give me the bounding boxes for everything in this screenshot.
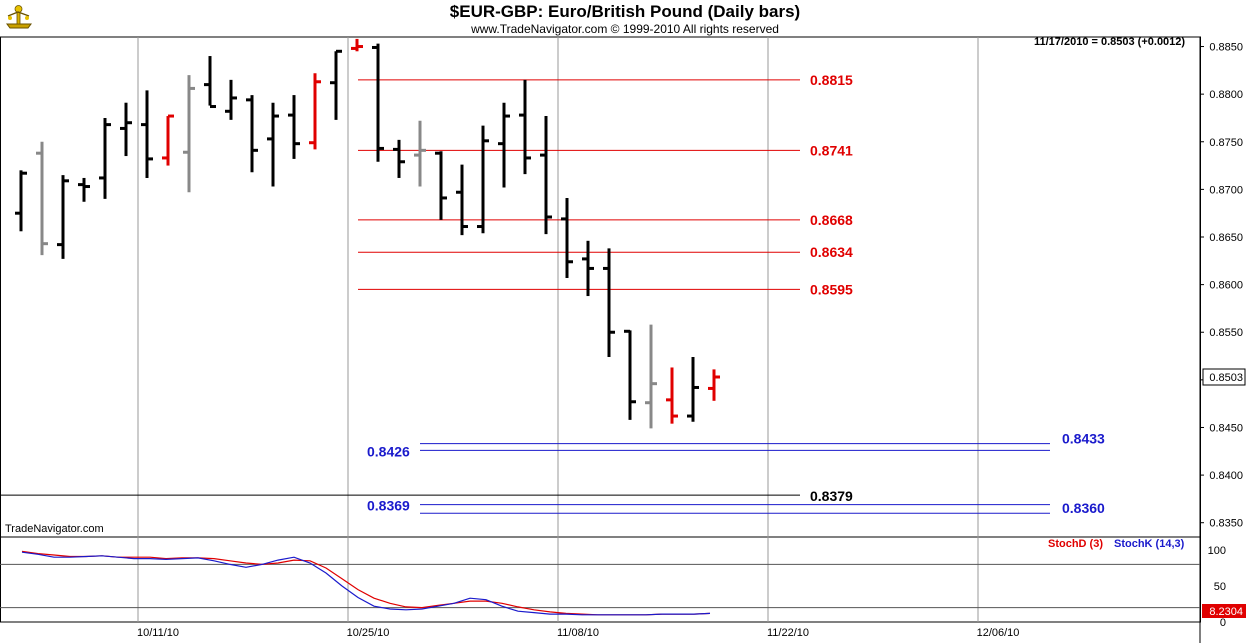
fib-level-label: 0.8595 — [810, 281, 853, 297]
stoch-y-tick-label: 50 — [1214, 581, 1226, 593]
grid-lines — [0, 37, 1200, 622]
support-level-label: 0.8379 — [810, 488, 853, 504]
y-tick-label: 0.8750 — [1209, 137, 1243, 149]
y-tick-label: 0.8400 — [1209, 470, 1243, 482]
stoch-series-line — [21, 551, 711, 616]
axis-labels: 10/11/10 10/25/10 11/08/10 11/22/10 12/06/10… — [137, 42, 1246, 639]
y-tick-label: 0.8800 — [1209, 89, 1243, 101]
fib-level-label: 0.8815 — [810, 72, 853, 88]
x-tick-label: 12/06/10 — [977, 627, 1020, 639]
trade-navigator-logo-icon — [6, 5, 32, 29]
target-level-label: 0.8360 — [1062, 500, 1105, 516]
chart-title: $EUR-GBP: Euro/British Pound (Daily bars… — [449, 2, 801, 21]
x-tick-label: 11/08/10 — [557, 627, 599, 639]
x-tick-label: 10/11/10 — [137, 627, 179, 639]
chart-subtitle: www.TradeNavigator.com © 1999-2010 All r… — [471, 22, 779, 36]
x-tick-label: 11/22/10 — [767, 627, 809, 639]
price-readout: 11/17/2010 = 0.8503 (+0.0012) — [1034, 36, 1186, 48]
y-tick-label: 0.8650 — [1209, 232, 1243, 244]
stoch-y-tick-label: 0 — [1220, 617, 1226, 629]
brand-label: TradeNavigator.com — [5, 523, 104, 535]
stoch-last-value-box — [1202, 604, 1246, 618]
legend-stoch-k: StochK (14,3) — [1114, 538, 1185, 550]
y-tick-label: 0.8600 — [1209, 280, 1243, 292]
fib-level-label: 0.8741 — [810, 142, 853, 158]
stoch-last-value-label: 8.2304 — [1209, 606, 1243, 618]
last-price-box — [1202, 368, 1246, 386]
x-tick-label: 10/25/10 — [347, 627, 390, 639]
plot-border — [0, 36, 1201, 623]
target-level-label: 0.8369 — [367, 498, 410, 514]
y-tick-label: 0.8550 — [1209, 327, 1243, 339]
stoch-y-tick-label: 100 — [1208, 545, 1226, 557]
fib-level-label: 0.8634 — [810, 244, 853, 260]
chart-frame — [0, 36, 1201, 643]
target-level-label: 0.8426 — [367, 443, 410, 459]
y-tick-label: 0.8350 — [1209, 518, 1243, 530]
stoch-series-line — [21, 550, 711, 616]
y-tick-label: 0.8850 — [1209, 42, 1243, 54]
y-tick-label: 0.8450 — [1209, 422, 1243, 434]
last-price-label: 0.8503 — [1209, 372, 1243, 384]
y-tick-label: 0.8700 — [1209, 184, 1243, 196]
ohlc-bars — [15, 38, 720, 429]
fib-level-label: 0.8668 — [810, 212, 853, 228]
target-level-label: 0.8433 — [1062, 431, 1105, 447]
stochastic-panel — [21, 550, 711, 616]
legend-stoch-d: StochD (3) — [1048, 538, 1103, 550]
price-levels: 0.8815 0.8741 0.8668 0.8634 0.8595 0.8433 0.84… — [0, 72, 1105, 516]
